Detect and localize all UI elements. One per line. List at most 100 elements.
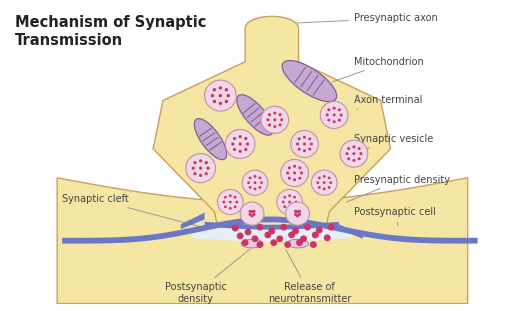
Circle shape (293, 165, 296, 168)
Circle shape (270, 239, 278, 246)
Circle shape (248, 210, 251, 213)
Circle shape (224, 205, 227, 208)
Circle shape (206, 167, 209, 170)
Circle shape (194, 172, 197, 175)
Circle shape (358, 157, 361, 160)
Circle shape (283, 196, 286, 199)
Circle shape (288, 207, 291, 210)
Circle shape (321, 101, 348, 128)
Circle shape (191, 167, 195, 170)
Circle shape (199, 167, 202, 170)
Circle shape (246, 142, 249, 146)
Circle shape (276, 235, 283, 242)
Circle shape (318, 186, 321, 189)
Circle shape (297, 137, 301, 140)
Circle shape (327, 118, 330, 122)
Circle shape (340, 140, 368, 167)
Circle shape (266, 118, 269, 121)
Circle shape (288, 201, 291, 203)
Circle shape (212, 88, 216, 91)
Circle shape (294, 201, 297, 203)
Text: Presynaptic density: Presynaptic density (347, 175, 450, 202)
Polygon shape (57, 178, 467, 304)
Circle shape (234, 205, 237, 208)
Circle shape (233, 148, 236, 151)
Circle shape (199, 174, 202, 177)
Circle shape (240, 202, 264, 225)
Circle shape (249, 177, 251, 179)
Circle shape (300, 235, 307, 242)
Text: Synaptic cleft: Synaptic cleft (62, 194, 203, 227)
Text: Mitochondrion: Mitochondrion (332, 57, 423, 82)
Circle shape (333, 107, 336, 110)
Circle shape (338, 118, 341, 122)
Circle shape (303, 142, 306, 146)
Circle shape (234, 196, 237, 199)
Circle shape (251, 235, 259, 242)
Circle shape (326, 114, 329, 116)
Circle shape (242, 170, 268, 195)
Circle shape (229, 207, 232, 210)
Circle shape (346, 152, 349, 155)
Circle shape (296, 239, 303, 246)
Circle shape (280, 118, 283, 121)
Circle shape (323, 175, 326, 178)
Circle shape (294, 210, 297, 213)
Circle shape (227, 94, 230, 97)
Circle shape (232, 225, 239, 231)
Circle shape (288, 231, 295, 238)
Circle shape (222, 201, 225, 203)
Circle shape (259, 177, 261, 179)
Circle shape (199, 159, 202, 163)
Circle shape (225, 88, 228, 91)
Circle shape (277, 189, 303, 215)
Polygon shape (205, 222, 339, 230)
Circle shape (293, 196, 296, 199)
Circle shape (296, 210, 299, 213)
Ellipse shape (195, 119, 227, 160)
Circle shape (229, 194, 232, 197)
Circle shape (273, 118, 276, 121)
Polygon shape (339, 224, 363, 239)
Circle shape (310, 142, 313, 146)
Circle shape (248, 213, 251, 216)
Text: Mechanism of Synaptic
Transmission: Mechanism of Synaptic Transmission (15, 15, 206, 48)
Circle shape (225, 100, 228, 103)
Ellipse shape (282, 61, 337, 102)
Circle shape (249, 186, 251, 189)
Ellipse shape (241, 239, 263, 248)
Circle shape (284, 241, 291, 248)
Circle shape (224, 196, 227, 199)
Circle shape (229, 201, 232, 203)
Text: Synaptic vesicle: Synaptic vesicle (354, 134, 433, 153)
Circle shape (282, 201, 285, 203)
Circle shape (225, 129, 255, 159)
Circle shape (264, 231, 271, 238)
Circle shape (324, 234, 331, 241)
Circle shape (244, 148, 247, 151)
Polygon shape (190, 223, 354, 242)
Circle shape (253, 188, 257, 190)
Circle shape (310, 241, 317, 248)
Text: Release of
neurotransmitter: Release of neurotransmitter (268, 250, 351, 304)
Circle shape (233, 137, 236, 140)
Circle shape (288, 177, 291, 180)
Circle shape (268, 228, 275, 234)
Circle shape (323, 188, 326, 190)
Circle shape (257, 224, 263, 230)
Circle shape (338, 108, 341, 111)
Circle shape (242, 239, 249, 246)
Circle shape (219, 102, 222, 105)
Circle shape (219, 94, 222, 97)
Circle shape (231, 142, 234, 146)
Circle shape (219, 86, 222, 90)
Circle shape (279, 113, 282, 116)
Circle shape (308, 148, 311, 151)
Text: Postsynaptic
density: Postsynaptic density (165, 249, 250, 304)
Circle shape (352, 152, 355, 155)
Circle shape (296, 142, 299, 146)
Text: Presynaptic axon: Presynaptic axon (297, 13, 438, 23)
Circle shape (328, 186, 331, 189)
Circle shape (239, 135, 242, 138)
Circle shape (303, 149, 306, 152)
